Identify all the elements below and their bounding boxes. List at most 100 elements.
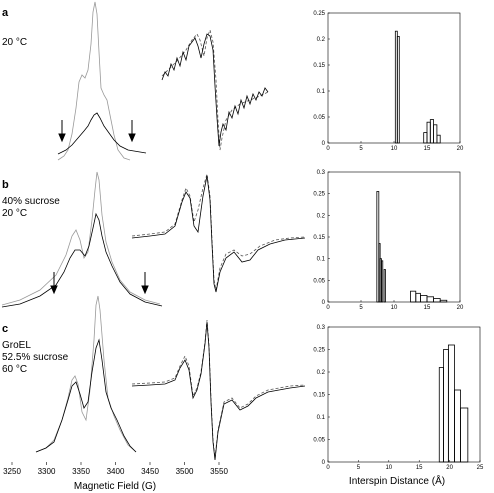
panel-a-letter: a <box>2 7 9 19</box>
panel-b-derivative-experimental <box>131 175 306 293</box>
field-tick-label: 3350 <box>72 467 90 476</box>
histogram-y-tick-label: 0.25 <box>313 348 325 354</box>
panel-a-derivative-spectrum <box>161 28 269 151</box>
histogram-bar <box>439 299 448 303</box>
histogram-bar <box>381 260 384 303</box>
histogram-bar <box>396 36 400 144</box>
histogram-x-tick-label: 20 <box>457 305 464 311</box>
panel-b-derivative-spectrum <box>131 173 306 293</box>
histogram-bar <box>447 344 455 463</box>
histogram-bar <box>419 295 428 303</box>
histogram-bar <box>436 134 441 144</box>
histogram-y-tick-label: 0.05 <box>313 278 325 284</box>
field-tick-label: 3500 <box>176 467 194 476</box>
panel-a-derivative-simulated <box>161 28 269 151</box>
histogram-x-tick-label: 0 <box>326 305 330 311</box>
histogram-bar <box>460 407 469 463</box>
histogram-frame <box>327 171 461 303</box>
histogram-y-tick-label: 0.05 <box>313 115 325 121</box>
histogram-y-tick-label: 0.25 <box>313 11 325 17</box>
panel-b-arrows <box>50 272 149 295</box>
magnetic-field-axis: 3250 3300 3350 3400 3450 3500 3550 <box>3 462 228 476</box>
histogram-y-tick-label: 0.1 <box>317 257 326 263</box>
panel-a-derivative-experimental <box>161 33 269 147</box>
panel-c-derivative-spectrum <box>131 319 306 461</box>
histogram-x-tick-label: 10 <box>391 305 398 311</box>
field-tick-label: 3450 <box>141 467 159 476</box>
histogram-bar <box>433 298 441 303</box>
panel-a-arrow-left-head <box>58 133 66 143</box>
panel-c-experimental-spectrum <box>35 338 137 453</box>
panel-c-condition-1: GroEL <box>2 340 31 351</box>
histogram-bar <box>429 119 434 144</box>
histogram-y-tick-label: 0.05 <box>313 438 325 444</box>
histogram-x-tick-label: 5 <box>357 465 361 471</box>
panel-a-condition-1: 20 °C <box>2 37 27 48</box>
histogram-x-tick-label: 15 <box>416 465 423 471</box>
histogram-y-tick-label: 0.25 <box>313 192 325 198</box>
panel-c-condition-2: 52.5% sucrose <box>2 352 69 363</box>
panel-b-arrow-left-head <box>50 285 58 295</box>
histogram-bar <box>415 292 421 303</box>
histogram-bar <box>410 290 417 303</box>
histogram-y-tick-label: 0.15 <box>313 235 325 241</box>
histogram-y-tick-label: 0 <box>322 460 326 466</box>
panel-a-simulated-spectrum <box>57 1 131 161</box>
panel-a-absorption-spectrum <box>57 1 147 161</box>
histogram-y-tick-label: 0.15 <box>313 393 325 399</box>
histogram-bar <box>438 367 444 463</box>
panel-c-derivative-simulated <box>131 319 306 459</box>
histogram-bar <box>443 349 449 463</box>
histogram-y-tick-label: 0.15 <box>313 63 325 69</box>
histogram-x-tick-label: 25 <box>477 465 484 471</box>
panel-b-absorption-spectrum <box>1 171 163 308</box>
panel-a-arrow-right-head <box>128 133 136 143</box>
panel-b-experimental-spectrum <box>1 212 163 308</box>
histogram-y-tick-label: 0 <box>322 141 326 147</box>
histogram-bar <box>454 389 461 463</box>
panel-c-histogram: 0 5 10 15 20 25 0 0.05 0.1 0.15 0.2 0.25 0.3 <box>313 325 484 471</box>
histogram-y-tick-label: 0 <box>322 300 326 306</box>
histogram-y-tick-label: 0.1 <box>317 415 326 421</box>
panel-b-simulated-spectrum <box>1 171 161 306</box>
histogram-y-tick-label: 0.2 <box>317 37 326 43</box>
histogram-y-tick-label: 0.3 <box>317 325 326 331</box>
field-tick-label: 3550 <box>210 467 228 476</box>
panel-b-condition-1: 40% sucrose <box>2 196 60 207</box>
histogram-frame <box>327 12 461 144</box>
histogram-x-tick-label: 15 <box>424 305 431 311</box>
histogram-y-tick-label: 0.3 <box>317 170 326 176</box>
field-tick-label: 3250 <box>3 467 21 476</box>
histogram-x-tick-label: 5 <box>359 305 363 311</box>
magnetic-field-axis-label: Magnetic Field (G) <box>74 481 156 492</box>
histogram-x-tick-label: 15 <box>424 146 431 152</box>
panel-a-experimental-spectrum <box>57 112 147 155</box>
histogram-bar <box>433 124 438 144</box>
panel-b-letter: b <box>2 179 9 191</box>
panel-c-condition-3: 60 °C <box>2 364 27 375</box>
histogram-x-tick-label: 20 <box>457 146 464 152</box>
histogram-y-tick-label: 0.2 <box>317 370 326 376</box>
panel-a-arrows <box>58 120 136 143</box>
panel-b-histogram: 0 5 10 15 20 0 0.05 0.1 0.15 0.2 0.25 0.3 <box>313 170 464 311</box>
panel-c-absorption-spectrum <box>35 295 137 453</box>
histogram-x-tick-label: 5 <box>359 146 363 152</box>
histogram-bar <box>423 132 428 144</box>
field-tick-label: 3300 <box>38 467 56 476</box>
panel-c-letter: c <box>2 323 8 335</box>
field-tick-label: 3400 <box>107 467 125 476</box>
interspin-distance-axis-label: Interspin Distance (Å) <box>349 474 445 487</box>
histogram-y-tick-label: 0.1 <box>317 89 326 95</box>
histogram-y-tick-label: 0.2 <box>317 213 326 219</box>
histogram-bar <box>426 296 434 303</box>
panel-b-derivative-simulated <box>131 173 306 291</box>
histogram-x-tick-label: 20 <box>446 465 453 471</box>
panel-b-arrow-right-head <box>141 285 149 295</box>
histogram-x-tick-label: 0 <box>326 465 330 471</box>
histogram-x-tick-label: 10 <box>385 465 392 471</box>
panel-b-condition-2: 20 °C <box>2 208 27 219</box>
panel-c-derivative-experimental <box>131 321 306 461</box>
histogram-x-tick-label: 0 <box>326 146 330 152</box>
histogram-x-tick-label: 10 <box>391 146 398 152</box>
